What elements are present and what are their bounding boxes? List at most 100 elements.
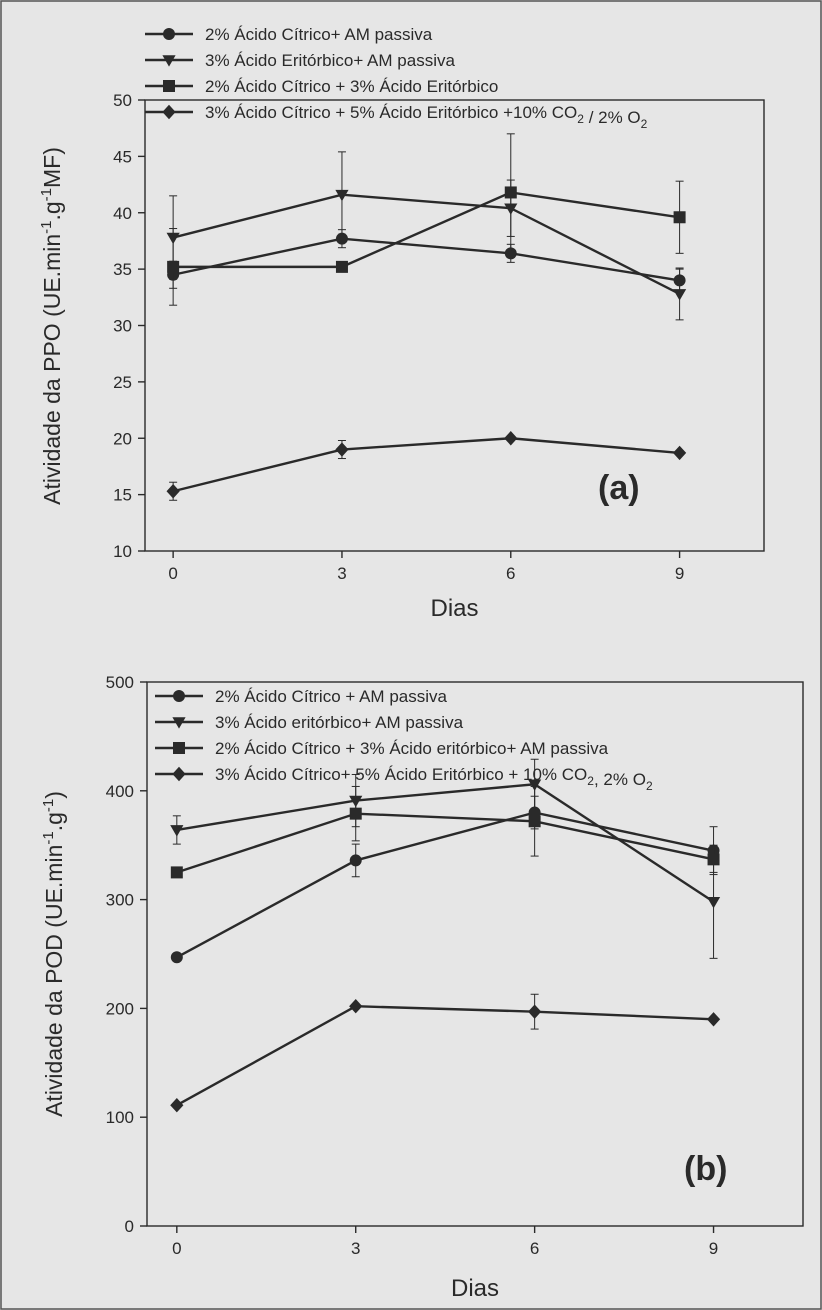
legend-marker (173, 742, 185, 754)
data-point (672, 289, 687, 301)
x-tick-label: 0 (168, 564, 177, 583)
series-3 (170, 785, 720, 879)
data-point (504, 431, 518, 446)
data-point (335, 260, 348, 273)
legend-marker (172, 717, 186, 729)
legend-text: 3% Ácido Eritórbico+ AM passiva (205, 51, 455, 70)
y-tick-label: 35 (113, 260, 132, 279)
y-axis-label-superscript: -1 (38, 188, 55, 201)
data-point (504, 186, 517, 199)
chart-panel-a: 10 15 20 25 30 35 40 45 50 0 3 6 9 Dias Atividade da P… (38, 25, 765, 622)
series-line (172, 237, 680, 282)
legend-entry-label: 2% Ácido Cítrico + 3% Ácido Eritórbico (205, 77, 498, 96)
legend-subscript: 2 (587, 774, 594, 788)
legend-text: 2% Ácido Cítrico + 3% Ácido eritórbico+ … (215, 739, 609, 758)
legend-text: / 2% O (584, 108, 641, 127)
y-axis-label-part: Atividade da PPO (UE.min (39, 234, 65, 505)
data-point (528, 1004, 542, 1019)
legend-text: 3% Ácido Cítrico + 5% Ácido Eritórbico +… (205, 103, 577, 122)
data-point (707, 853, 720, 866)
y-tick-label: 30 (113, 317, 132, 336)
legend-entry-label: 3% Ácido Cítrico+ 5% Ácido Eritórbico + … (215, 765, 653, 793)
data-point (170, 951, 183, 964)
y-axis-label-superscript: -1 (38, 221, 55, 234)
series-line (176, 811, 714, 959)
series-line (176, 812, 714, 874)
legend-entry-label: 3% Ácido Cítrico + 5% Ácido Eritórbico +… (205, 103, 648, 131)
legend-entry-label: 2% Ácido Cítrico + AM passiva (215, 687, 448, 706)
y-axis-label-part: .g (41, 812, 67, 831)
y-axis-label: Atividade da POD (UE.min-1.g-1) (40, 791, 67, 1117)
x-tick-label: 0 (172, 1239, 181, 1258)
data-point (170, 1098, 184, 1113)
legend-marker (163, 80, 175, 92)
x-tick-label: 6 (530, 1239, 539, 1258)
series-line (176, 1005, 714, 1107)
y-tick-label: 0 (125, 1217, 134, 1236)
x-tick-label: 3 (337, 564, 346, 583)
legend-text: 2% Ácido Cítrico+ AM passiva (205, 25, 433, 44)
legend-entry-label: 2% Ácido Cítrico+ AM passiva (205, 25, 433, 44)
y-tick-label: 20 (113, 429, 132, 448)
y-tick-label: 40 (113, 204, 132, 223)
data-point (166, 484, 180, 499)
y-axis-label-superscript: -1 (40, 831, 57, 844)
y-tick-label: 45 (113, 147, 132, 166)
data-point (349, 999, 363, 1014)
y-tick-label: 500 (106, 673, 134, 692)
chart-panel-b: 0 100 200 300 400 500 0 3 6 9 Dias Atividade da POD… (40, 673, 804, 1302)
x-tick-label: 6 (506, 564, 515, 583)
data-point (335, 232, 348, 245)
legend-subscript: 2 (577, 112, 584, 126)
legend-marker (162, 104, 176, 120)
y-tick-label: 50 (113, 91, 132, 110)
legend-text: 3% Ácido eritórbico+ AM passiva (215, 713, 464, 732)
y-tick-label: 300 (106, 891, 134, 910)
data-point (673, 211, 686, 224)
x-axis-label: Dias (430, 595, 478, 622)
y-axis-label-part: MF) (39, 147, 65, 188)
x-tick-label: 3 (351, 1239, 360, 1258)
legend: 2% Ácido Cítrico+ AM passiva 3% Ácido Eri… (145, 25, 648, 131)
y-tick-label: 10 (113, 542, 132, 561)
data-point (528, 815, 541, 828)
legend-marker (163, 28, 175, 40)
series-3 (167, 133, 686, 306)
legend-text: 2% Ácido Cítrico + AM passiva (215, 687, 448, 706)
legend-entry-label: 2% Ácido Cítrico + 3% Ácido eritórbico+ … (215, 739, 609, 758)
data-point (349, 854, 362, 867)
y-tick-label: 25 (113, 373, 132, 392)
legend-text: 3% Ácido Cítrico+ 5% Ácido Eritórbico + … (215, 765, 587, 784)
panel-label: (b) (684, 1150, 727, 1188)
y-axis-label-part: .g (39, 201, 65, 220)
legend-entry-label: 3% Ácido Eritórbico+ AM passiva (205, 51, 455, 70)
y-axis-label-superscript: -1 (40, 799, 57, 812)
series-line (172, 437, 680, 493)
series-line (173, 191, 680, 269)
legend: 2% Ácido Cítrico + AM passiva 3% Ácido er… (155, 687, 653, 793)
data-point (672, 445, 687, 461)
data-point (170, 866, 183, 879)
data-point (349, 807, 362, 820)
data-point (335, 189, 349, 202)
legend-text: 2% Ácido Cítrico + 3% Ácido Eritórbico (205, 77, 498, 96)
series-4 (166, 431, 687, 501)
series-4 (170, 993, 721, 1113)
legend-text: , 2% O (594, 770, 646, 789)
data-point (528, 779, 542, 791)
x-tick-label: 9 (675, 564, 684, 583)
y-axis-label-part: ) (41, 791, 67, 799)
y-tick-label: 400 (106, 782, 134, 801)
legend-entry-label: 3% Ácido eritórbico+ AM passiva (215, 713, 464, 732)
series-line (172, 193, 681, 296)
data-point (504, 247, 517, 260)
y-axis-label: Atividade da PPO (UE.min-1.g-1MF) (38, 147, 65, 505)
data-point (335, 442, 349, 457)
x-axis-label: Dias (451, 1275, 499, 1302)
series-line (176, 783, 715, 903)
legend-subscript: 2 (646, 779, 653, 793)
legend-marker (162, 55, 176, 67)
data-point (706, 1012, 721, 1027)
x-tick-label: 9 (709, 1239, 718, 1258)
